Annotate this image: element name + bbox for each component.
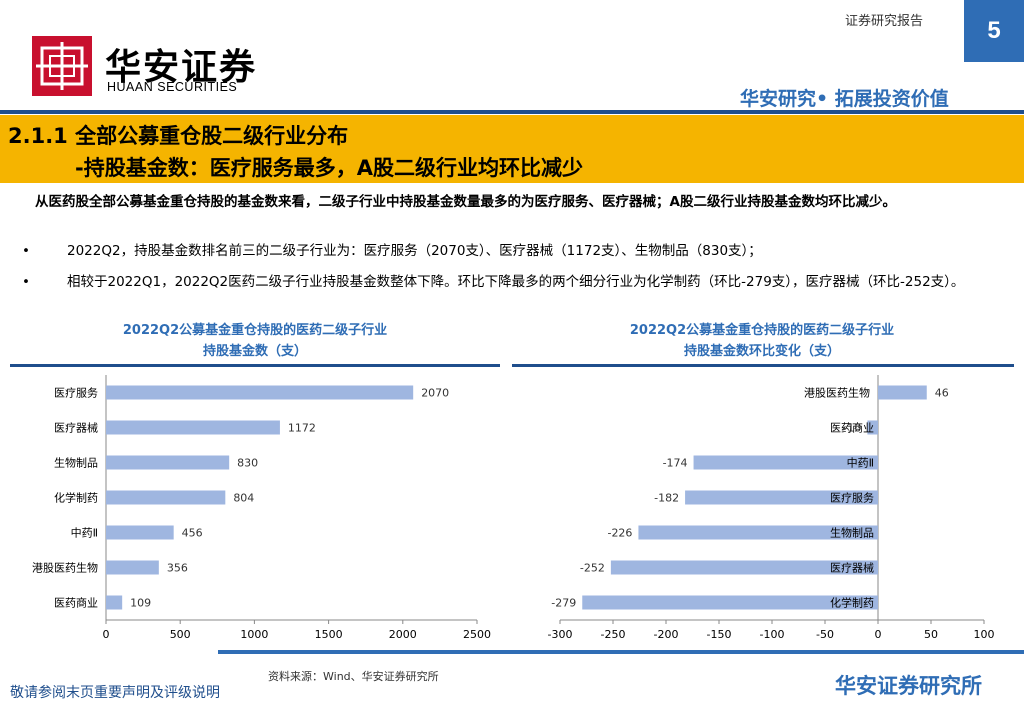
bullet-dot-icon: • bbox=[22, 274, 30, 290]
data-label: 356 bbox=[167, 562, 188, 575]
chart2-title: 2022Q2公募基金重仓持股的医药二级子行业 持股基金数环比变化（支） bbox=[512, 320, 1012, 362]
bullet-text: 2022Q2，持股基金数排名前三的二级子行业为：医疗服务（2070支）、医疗器械… bbox=[67, 243, 762, 259]
category-label: 医疗服务 bbox=[54, 386, 98, 400]
category-label: 港股医药生物 bbox=[32, 561, 98, 575]
chart2-title-line1: 2022Q2公募基金重仓持股的医药二级子行业 bbox=[629, 323, 895, 338]
bar bbox=[106, 455, 230, 470]
data-label: 456 bbox=[182, 527, 203, 540]
footer-divider bbox=[218, 650, 1024, 654]
category-label: 化学制药 bbox=[54, 491, 98, 505]
x-tick-label: 0 bbox=[103, 628, 110, 641]
data-label: 2070 bbox=[421, 387, 449, 400]
x-tick-label: -250 bbox=[601, 628, 626, 641]
chart1-title-line1: 2022Q2公募基金重仓持股的医药二级子行业 bbox=[122, 323, 388, 338]
x-tick-label: -100 bbox=[760, 628, 785, 641]
bar bbox=[106, 525, 174, 540]
disclaimer-link[interactable]: 敬请参阅末页重要声明及评级说明 bbox=[10, 685, 220, 701]
section-title-band bbox=[0, 115, 1024, 183]
chart1-title-line2: 持股基金数（支） bbox=[202, 344, 307, 359]
category-label: 医疗器械 bbox=[54, 421, 98, 435]
bullet-dot-icon: • bbox=[22, 243, 30, 259]
category-label: 中药Ⅱ bbox=[71, 527, 98, 540]
x-tick-label: 1500 bbox=[315, 628, 343, 641]
bar bbox=[106, 385, 414, 400]
data-label: -279 bbox=[551, 597, 576, 610]
lead-paragraph: 从医药股全部公募基金重仓持股的基金数来看，二级子行业中持股基金数量最多的为医疗服… bbox=[35, 194, 896, 210]
source-note: 资料来源：Wind、华安证券研究所 bbox=[268, 670, 439, 683]
page-number: 5 bbox=[964, 0, 1024, 62]
x-tick-label: -300 bbox=[548, 628, 573, 641]
category-label: 医药商业 bbox=[54, 596, 98, 610]
data-label: -174 bbox=[663, 457, 688, 470]
data-label: -252 bbox=[580, 562, 605, 575]
bar bbox=[610, 560, 878, 575]
chart1-top-rule bbox=[10, 364, 500, 367]
chart1-svg: 0 500 1000 1500 2000 2500 医疗服务 2070 医疗器械 1172 生物制品… bbox=[32, 375, 491, 641]
bar bbox=[582, 595, 878, 610]
logo-emblem bbox=[32, 36, 92, 96]
section-title: 2.1.1 全部公募重仓股二级行业分布 bbox=[8, 124, 349, 148]
x-tick-label: 2500 bbox=[463, 628, 491, 641]
bullet-text: 相较于2022Q1，2022Q2医药二级子行业持股基金数整体下降。环比下降最多的… bbox=[67, 274, 965, 290]
data-label: -226 bbox=[607, 527, 632, 540]
x-tick-label: -200 bbox=[654, 628, 679, 641]
data-label: -10 bbox=[843, 422, 861, 435]
x-tick-label: 500 bbox=[170, 628, 191, 641]
category-label: 医疗服务 bbox=[830, 491, 874, 505]
x-tick-label: 50 bbox=[924, 628, 938, 641]
bar bbox=[106, 560, 159, 575]
category-label: 化学制药 bbox=[830, 596, 874, 610]
header-divider bbox=[0, 110, 1024, 114]
data-label: 46 bbox=[935, 387, 949, 400]
data-label: 109 bbox=[130, 597, 151, 610]
category-label: 生物制品 bbox=[54, 456, 98, 470]
chart2-svg: -300 -250 -200 -150 -100 -50 0 50 100 港股医药生物 46 医药商… bbox=[548, 375, 995, 641]
footer-brand: 华安证券研究所 bbox=[835, 674, 982, 698]
data-label: -182 bbox=[654, 492, 679, 505]
category-label: 医药商业 bbox=[830, 421, 874, 435]
bar bbox=[638, 525, 878, 540]
x-tick-label: 0 bbox=[875, 628, 882, 641]
section-subtitle: -持股基金数：医疗服务最多，A股二级行业均环比减少 bbox=[75, 156, 583, 180]
chart1-title: 2022Q2公募基金重仓持股的医药二级子行业 持股基金数（支） bbox=[10, 320, 500, 362]
logo-chinese-name: 华安证券 bbox=[105, 46, 258, 88]
x-tick-label: -50 bbox=[816, 628, 834, 641]
bar bbox=[106, 420, 280, 435]
data-label: 1172 bbox=[288, 422, 316, 435]
x-tick-label: 1000 bbox=[240, 628, 268, 641]
data-label: 830 bbox=[237, 457, 258, 470]
bar bbox=[878, 385, 927, 400]
x-tick-label: 100 bbox=[974, 628, 995, 641]
logo-emblem-icon bbox=[36, 42, 88, 90]
x-tick-label: -150 bbox=[707, 628, 732, 641]
chart2-title-line2: 持股基金数环比变化（支） bbox=[683, 344, 840, 359]
category-label: 生物制品 bbox=[830, 526, 874, 540]
bar bbox=[685, 490, 878, 505]
logo-english-name: HUAAN SECURITIES bbox=[107, 80, 238, 94]
report-type-label: 证券研究报告 bbox=[845, 14, 924, 29]
data-label: 804 bbox=[233, 492, 254, 505]
header-slogan: 华安研究• 拓展投资价值 bbox=[740, 88, 949, 110]
chart2-top-rule bbox=[512, 364, 1014, 367]
bar bbox=[867, 420, 878, 435]
category-label: 中药Ⅱ bbox=[847, 457, 874, 470]
category-label: 医疗器械 bbox=[830, 561, 874, 575]
x-tick-label: 2000 bbox=[389, 628, 417, 641]
bar bbox=[693, 455, 878, 470]
bar bbox=[106, 595, 123, 610]
category-label: 港股医药生物 bbox=[804, 386, 870, 400]
bar bbox=[106, 490, 226, 505]
